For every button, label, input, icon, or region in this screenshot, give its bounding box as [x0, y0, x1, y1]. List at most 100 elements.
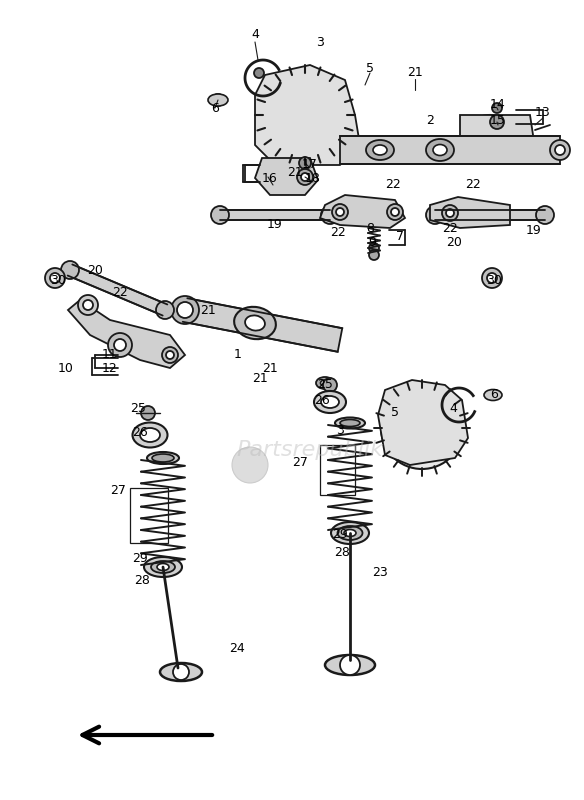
Ellipse shape	[294, 104, 316, 126]
Ellipse shape	[340, 419, 360, 426]
Ellipse shape	[412, 418, 432, 438]
Text: 10: 10	[58, 362, 74, 374]
Text: 23: 23	[372, 566, 388, 578]
Circle shape	[492, 103, 502, 113]
Circle shape	[387, 204, 403, 220]
Ellipse shape	[152, 454, 174, 462]
Text: 20: 20	[87, 263, 103, 277]
Ellipse shape	[344, 530, 356, 537]
Text: 14: 14	[490, 98, 506, 111]
Ellipse shape	[133, 422, 168, 447]
Text: 22: 22	[330, 226, 346, 239]
Text: 22: 22	[465, 178, 481, 191]
Circle shape	[323, 378, 337, 392]
Polygon shape	[255, 65, 360, 165]
Circle shape	[171, 296, 199, 324]
Ellipse shape	[484, 390, 502, 401]
Ellipse shape	[314, 391, 346, 413]
Bar	[320, 445, 355, 495]
Text: 25: 25	[317, 378, 333, 391]
Ellipse shape	[144, 557, 182, 577]
Circle shape	[211, 206, 229, 224]
Polygon shape	[255, 158, 318, 195]
Circle shape	[254, 68, 264, 78]
Text: 19: 19	[267, 218, 283, 231]
Circle shape	[177, 302, 193, 318]
Ellipse shape	[151, 561, 175, 573]
Text: 4: 4	[449, 402, 457, 414]
Polygon shape	[68, 265, 168, 315]
Circle shape	[446, 209, 454, 217]
Ellipse shape	[426, 139, 454, 161]
Circle shape	[555, 145, 565, 155]
Circle shape	[488, 390, 498, 400]
Text: 22: 22	[442, 222, 458, 234]
Circle shape	[166, 351, 174, 359]
Text: 20: 20	[446, 235, 462, 249]
Text: 25: 25	[130, 402, 146, 414]
Circle shape	[108, 333, 132, 357]
Circle shape	[369, 250, 379, 260]
Ellipse shape	[338, 526, 363, 540]
Circle shape	[487, 273, 497, 283]
Circle shape	[173, 664, 189, 680]
Circle shape	[536, 206, 554, 224]
Circle shape	[426, 206, 444, 224]
Bar	[130, 488, 168, 543]
Ellipse shape	[335, 418, 365, 429]
Text: 12: 12	[102, 362, 118, 374]
Text: 1: 1	[234, 349, 242, 362]
Circle shape	[61, 261, 79, 279]
Text: 2: 2	[426, 114, 434, 126]
Text: 5: 5	[366, 62, 374, 74]
Circle shape	[45, 268, 65, 288]
Circle shape	[550, 140, 570, 160]
Text: 6: 6	[211, 102, 219, 114]
Ellipse shape	[234, 307, 276, 339]
Text: 6: 6	[490, 389, 498, 402]
Ellipse shape	[325, 655, 375, 675]
Circle shape	[232, 447, 268, 483]
Circle shape	[482, 268, 502, 288]
Polygon shape	[378, 380, 468, 465]
Text: 21: 21	[262, 362, 278, 374]
Text: 28: 28	[334, 546, 350, 559]
Text: 27: 27	[292, 457, 308, 470]
Polygon shape	[460, 115, 535, 148]
Polygon shape	[220, 210, 330, 220]
Circle shape	[78, 295, 98, 315]
Ellipse shape	[395, 401, 450, 455]
Text: 11: 11	[102, 349, 118, 362]
Polygon shape	[340, 136, 560, 164]
Text: 30: 30	[50, 274, 66, 286]
Ellipse shape	[373, 145, 387, 155]
Circle shape	[114, 339, 126, 351]
Text: 16: 16	[262, 171, 278, 185]
Text: 17: 17	[302, 158, 318, 171]
Text: 13: 13	[535, 106, 551, 119]
Text: 29: 29	[332, 529, 348, 542]
Circle shape	[321, 206, 339, 224]
Circle shape	[141, 406, 155, 420]
Text: 22: 22	[112, 286, 128, 298]
Text: 9: 9	[368, 237, 376, 250]
Circle shape	[336, 208, 344, 216]
Text: 27: 27	[110, 483, 126, 497]
Text: 19: 19	[526, 223, 542, 237]
Circle shape	[301, 173, 309, 181]
Circle shape	[156, 301, 174, 319]
Text: 18: 18	[305, 171, 321, 185]
Ellipse shape	[331, 522, 369, 544]
Circle shape	[83, 300, 93, 310]
Ellipse shape	[316, 377, 334, 389]
Ellipse shape	[469, 115, 511, 145]
Ellipse shape	[262, 73, 347, 158]
Text: 21: 21	[252, 371, 268, 385]
Ellipse shape	[276, 86, 334, 144]
Polygon shape	[435, 210, 545, 220]
Circle shape	[391, 208, 399, 216]
Text: 15: 15	[490, 114, 506, 126]
Ellipse shape	[208, 94, 228, 106]
Ellipse shape	[381, 387, 463, 469]
Polygon shape	[183, 298, 342, 352]
